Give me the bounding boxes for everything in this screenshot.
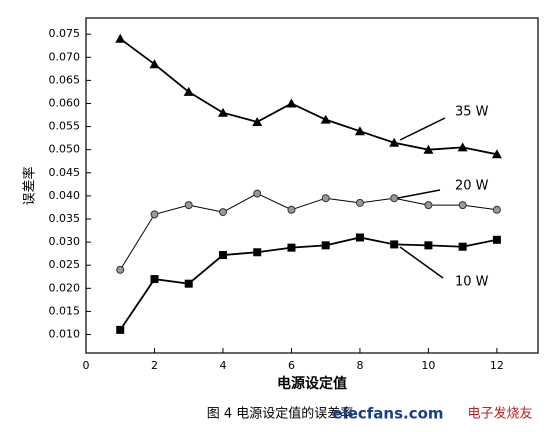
- x-tick-label: 12: [490, 359, 504, 372]
- y-tick-label: 0.040: [49, 189, 81, 202]
- marker: [354, 126, 365, 136]
- marker: [116, 325, 125, 334]
- x-tick-label: 6: [288, 359, 295, 372]
- marker: [252, 116, 263, 126]
- y-tick-label: 0.045: [49, 166, 81, 179]
- marker: [287, 243, 296, 252]
- marker: [149, 59, 160, 69]
- marker: [321, 241, 330, 250]
- marker: [320, 114, 331, 124]
- y-tick-label: 0.020: [49, 281, 81, 294]
- marker: [150, 275, 159, 284]
- marker: [218, 251, 227, 260]
- y-tick-label: 0.070: [49, 50, 81, 63]
- marker: [492, 205, 501, 214]
- y-tick-label: 0.010: [49, 328, 81, 341]
- x-tick-label: 0: [83, 359, 90, 372]
- annotation-arrow: [397, 189, 441, 199]
- y-tick-label: 0.055: [49, 120, 81, 133]
- legend-label: 20 W: [455, 179, 489, 194]
- marker: [389, 137, 400, 147]
- marker: [287, 205, 296, 214]
- marker: [253, 248, 262, 257]
- y-tick-label: 0.050: [49, 143, 81, 156]
- y-tick-label: 0.035: [49, 212, 81, 225]
- legend-label: 35 W: [455, 105, 489, 120]
- series-line: [119, 236, 498, 331]
- x-tick-label: 8: [356, 359, 363, 372]
- marker: [218, 208, 227, 217]
- caption: 图 4 电源设定值的误差率: [207, 406, 354, 422]
- plot-frame: [85, 17, 539, 354]
- marker: [390, 240, 399, 249]
- series-line: [119, 193, 497, 271]
- y-tick-label: 0.065: [49, 73, 81, 86]
- watermark: 电子发烧友: [467, 406, 532, 422]
- y-tick-label: 0.075: [49, 27, 81, 40]
- marker: [424, 201, 433, 210]
- y-axis-label: 误差率: [22, 166, 38, 205]
- marker: [355, 233, 364, 242]
- y-tick-label: 0.030: [49, 235, 81, 248]
- marker: [150, 210, 159, 219]
- marker: [423, 144, 434, 154]
- marker: [492, 235, 501, 244]
- y-tick-label: 0.025: [49, 258, 81, 271]
- x-tick-label: 10: [421, 359, 435, 372]
- marker: [184, 279, 193, 288]
- watermark: elecfans.com: [332, 405, 443, 423]
- series-line: [119, 38, 498, 156]
- marker: [390, 194, 399, 203]
- marker: [217, 107, 228, 117]
- marker: [458, 242, 467, 251]
- marker: [355, 198, 364, 207]
- marker: [286, 98, 297, 108]
- y-tick-label: 0.060: [49, 96, 81, 109]
- marker: [458, 201, 467, 210]
- x-axis-label: 电源设定值: [277, 375, 347, 392]
- marker: [321, 194, 330, 203]
- annotation-arrow: [399, 117, 446, 141]
- marker: [116, 265, 125, 274]
- legend-label: 10 W: [455, 275, 489, 290]
- x-tick-label: 2: [151, 359, 158, 372]
- marker: [184, 201, 193, 210]
- marker: [424, 241, 433, 250]
- marker: [115, 33, 126, 43]
- marker: [183, 86, 194, 96]
- annotation-arrow: [399, 246, 444, 279]
- marker: [253, 189, 262, 198]
- y-tick-label: 0.015: [49, 304, 81, 317]
- marker: [457, 142, 468, 152]
- marker: [491, 149, 502, 159]
- x-tick-label: 4: [219, 359, 226, 372]
